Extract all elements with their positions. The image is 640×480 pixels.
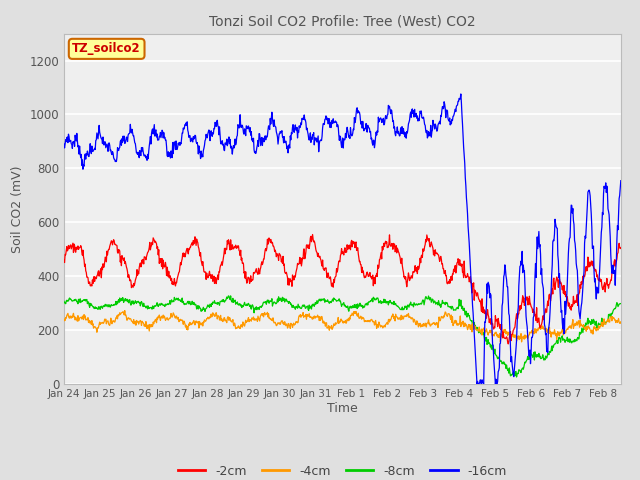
- Legend: -2cm, -4cm, -8cm, -16cm: -2cm, -4cm, -8cm, -16cm: [173, 460, 512, 480]
- Y-axis label: Soil CO2 (mV): Soil CO2 (mV): [11, 165, 24, 252]
- X-axis label: Time: Time: [327, 402, 358, 415]
- Title: Tonzi Soil CO2 Profile: Tree (West) CO2: Tonzi Soil CO2 Profile: Tree (West) CO2: [209, 14, 476, 28]
- Text: TZ_soilco2: TZ_soilco2: [72, 42, 141, 55]
